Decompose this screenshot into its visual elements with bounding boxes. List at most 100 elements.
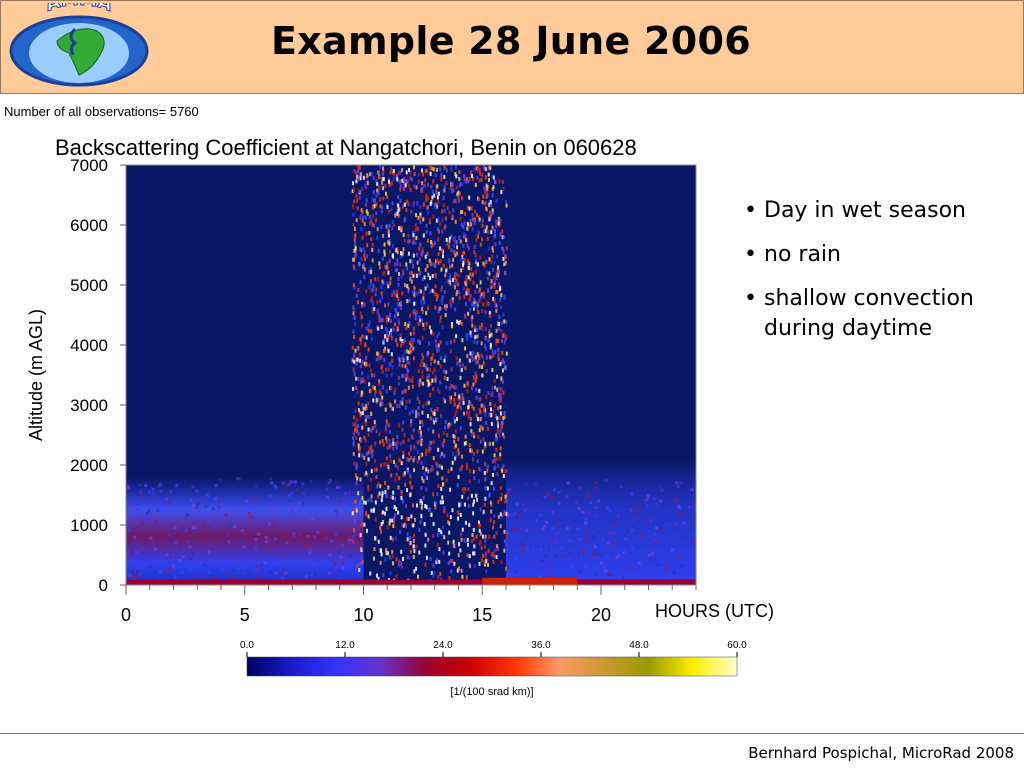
convection-pixel	[399, 337, 402, 342]
convection-pixel	[448, 395, 451, 400]
convection-pixel	[463, 220, 466, 225]
convection-pixel	[397, 170, 400, 175]
convection-pixel	[356, 198, 359, 203]
convection-pixel	[352, 539, 355, 544]
convection-pixel	[364, 438, 367, 443]
convection-pixel	[484, 496, 487, 501]
noise-pixel	[130, 503, 134, 507]
noise-pixel	[649, 518, 653, 522]
colorbar-tick-label: 12.0	[335, 640, 355, 651]
convection-pixel	[459, 216, 462, 221]
convection-pixel	[503, 539, 506, 544]
convection-pixel	[412, 240, 415, 245]
noise-pixel	[178, 565, 182, 569]
convection-pixel	[404, 322, 407, 327]
convection-pixel	[446, 513, 449, 518]
convection-pixel	[484, 175, 487, 180]
convection-pixel	[397, 277, 400, 282]
convection-pixel	[358, 449, 361, 454]
convection-pixel	[387, 485, 390, 490]
noise-pixel	[646, 494, 650, 498]
convection-pixel	[394, 536, 397, 541]
convection-pixel	[473, 340, 476, 345]
convection-pixel	[381, 177, 384, 182]
convection-pixel	[437, 191, 440, 196]
convection-pixel	[437, 217, 440, 222]
convection-pixel	[432, 429, 435, 434]
convection-pixel	[502, 379, 505, 384]
convection-pixel	[429, 557, 432, 562]
convection-pixel	[352, 442, 355, 447]
convection-pixel	[393, 505, 396, 510]
convection-pixel	[473, 537, 476, 542]
convection-pixel	[370, 477, 373, 482]
convection-pixel	[413, 309, 416, 314]
noise-pixel	[648, 576, 652, 580]
convection-pixel	[413, 468, 416, 473]
convection-pixel	[503, 415, 506, 420]
convection-pixel	[495, 328, 498, 333]
convection-pixel	[497, 221, 500, 226]
convection-pixel	[505, 511, 508, 516]
convection-pixel	[480, 545, 483, 550]
noise-pixel	[539, 547, 543, 551]
noise-pixel	[657, 484, 661, 488]
convection-pixel	[401, 523, 404, 528]
convection-pixel	[402, 354, 405, 359]
convection-pixel	[422, 355, 425, 360]
noise-pixel	[543, 554, 547, 558]
convection-pixel	[411, 376, 414, 381]
noise-pixel	[513, 512, 517, 516]
convection-pixel	[377, 277, 380, 282]
convection-pixel	[489, 401, 492, 406]
convection-pixel	[355, 193, 358, 198]
convection-pixel	[368, 382, 371, 387]
convection-pixel	[450, 166, 453, 171]
convection-pixel	[412, 544, 415, 549]
convection-pixel	[443, 399, 446, 404]
convection-pixel	[420, 185, 423, 190]
convection-pixel	[454, 171, 457, 176]
convection-pixel	[432, 439, 435, 444]
convection-pixel	[375, 467, 378, 472]
convection-pixel	[470, 170, 473, 175]
convection-pixel	[353, 285, 356, 290]
convection-pixel	[415, 310, 418, 315]
convection-pixel	[480, 322, 483, 327]
convection-pixel	[352, 329, 355, 334]
convection-pixel	[396, 440, 399, 445]
convection-pixel	[503, 262, 506, 267]
convection-pixel	[458, 170, 461, 175]
convection-pixel	[375, 351, 378, 356]
convection-pixel	[425, 321, 428, 326]
convection-pixel	[449, 185, 452, 190]
noise-pixel	[578, 537, 582, 541]
convection-pixel	[405, 262, 408, 267]
convection-pixel	[395, 338, 398, 343]
convection-pixel	[391, 365, 394, 370]
convection-pixel	[394, 213, 397, 218]
convection-pixel	[353, 372, 356, 377]
convection-pixel	[408, 457, 411, 462]
convection-pixel	[408, 399, 411, 404]
convection-pixel	[475, 360, 478, 365]
convection-pixel	[414, 291, 417, 296]
convection-pixel	[422, 233, 425, 238]
convection-pixel	[357, 401, 360, 406]
noise-pixel	[547, 548, 551, 552]
convection-pixel	[418, 315, 421, 320]
convection-pixel	[398, 207, 401, 212]
convection-pixel	[477, 520, 480, 525]
noise-pixel	[207, 495, 211, 499]
convection-pixel	[402, 389, 405, 394]
convection-pixel	[369, 368, 372, 373]
convection-pixel	[382, 233, 385, 238]
noise-pixel	[151, 491, 155, 495]
convection-pixel	[499, 524, 502, 529]
convection-pixel	[469, 330, 472, 335]
convection-pixel	[504, 469, 507, 474]
convection-pixel	[390, 167, 393, 172]
convection-pixel	[454, 443, 457, 448]
convection-pixel	[487, 301, 490, 306]
convection-pixel	[492, 441, 495, 446]
